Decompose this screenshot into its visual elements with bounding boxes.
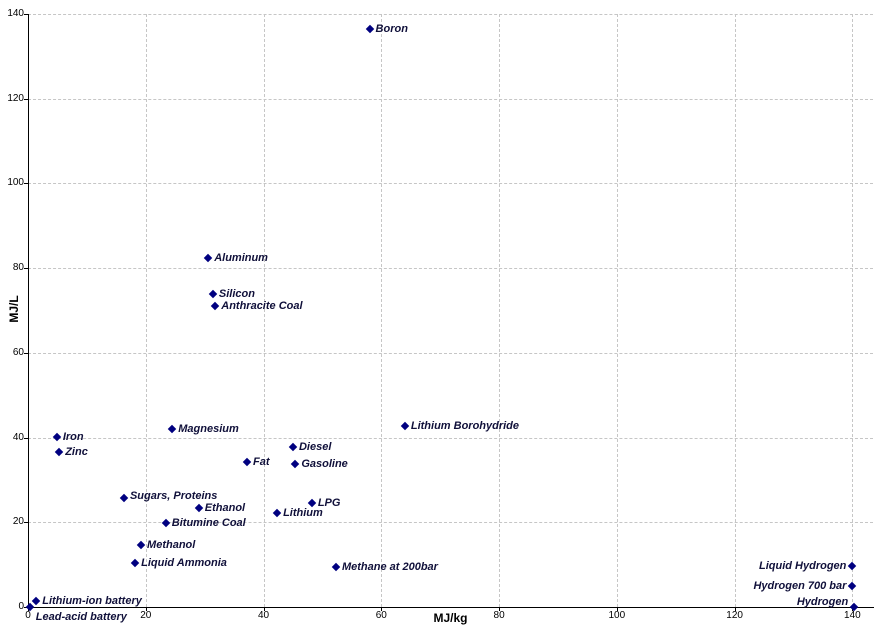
data-point-methane-at-200bar — [331, 562, 341, 572]
point-label-magnesium: Magnesium — [178, 423, 239, 436]
point-label-lead-acid-battery: Lead-acid battery — [35, 611, 127, 623]
vertical-gridline — [263, 14, 265, 607]
data-point-lithium-ion-battery — [31, 596, 41, 606]
y-tick-label: 120 — [7, 92, 24, 104]
vertical-gridline — [852, 14, 854, 607]
y-tick-mark — [24, 98, 28, 100]
y-tick-label: 100 — [7, 177, 24, 189]
point-label-anthracite-coal: Anthracite Coal — [221, 300, 303, 313]
y-tick-mark — [24, 183, 28, 185]
x-tick-mark — [381, 607, 383, 611]
data-point-bitumine-coal — [161, 518, 171, 528]
y-tick-label: 60 — [12, 346, 24, 358]
y-tick-label: 80 — [12, 262, 24, 274]
x-tick-mark — [263, 607, 265, 611]
vertical-gridline — [734, 14, 736, 607]
data-point-lithium — [272, 508, 282, 518]
horizontal-gridline — [28, 98, 873, 100]
data-point-zinc — [54, 447, 64, 457]
point-label-iron: Iron — [62, 430, 84, 443]
data-point-silicon — [208, 289, 218, 298]
point-label-gasoline: Gasoline — [301, 457, 348, 470]
x-tick-mark — [499, 607, 501, 611]
data-point-hydrogen-700-bar — [848, 581, 857, 591]
data-point-fat — [242, 457, 252, 467]
data-point-aluminum — [203, 253, 213, 262]
point-label-lithium-borohydride: Lithium Borohydride — [410, 420, 520, 433]
point-label-lpg: LPG — [317, 496, 341, 509]
data-point-iron — [52, 432, 62, 441]
point-label-hydrogen-700-bar: Hydrogen 700 bar — [753, 579, 847, 592]
y-axis-line — [28, 14, 29, 608]
point-label-boron: Boron — [375, 22, 408, 35]
x-tick-label: 100 — [608, 610, 626, 621]
data-point-liquid-ammonia — [130, 558, 140, 568]
point-label-methanol: Methanol — [147, 539, 196, 552]
vertical-gridline — [499, 14, 501, 607]
y-tick-label: 0 — [18, 601, 24, 612]
data-point-methanol — [136, 540, 146, 550]
point-label-bitumine-coal: Bitumine Coal — [171, 517, 246, 530]
point-label-diesel: Diesel — [298, 440, 332, 453]
point-label-fat: Fat — [253, 456, 270, 469]
point-label-sugars-proteins: Sugars, Proteins — [129, 490, 218, 503]
x-tick-mark — [616, 607, 618, 611]
point-label-hydrogen: Hydrogen — [796, 596, 849, 608]
data-point-magnesium — [168, 424, 177, 434]
data-point-ethanol — [194, 503, 204, 513]
point-label-methane-at-200bar: Methane at 200bar — [341, 561, 438, 574]
point-label-liquid-hydrogen: Liquid Hydrogen — [759, 559, 847, 572]
vertical-gridline — [616, 14, 618, 607]
x-tick-label: 0 — [25, 610, 31, 621]
x-tick-mark — [734, 607, 736, 611]
point-label-lithium: Lithium — [283, 506, 323, 519]
horizontal-gridline — [28, 268, 873, 270]
x-tick-label: 120 — [726, 610, 743, 621]
point-label-aluminum: Aluminum — [214, 251, 268, 264]
data-point-anthracite-coal — [211, 302, 220, 311]
vertical-gridline — [145, 14, 147, 607]
horizontal-gridline — [28, 522, 873, 524]
point-label-lithium-ion-battery: Lithium-ion battery — [42, 595, 142, 608]
y-tick-label: 140 — [7, 8, 24, 19]
y-tick-mark — [24, 437, 28, 439]
data-point-lithium-borohydride — [400, 421, 410, 431]
y-tick-mark — [24, 522, 28, 524]
horizontal-gridline — [28, 352, 873, 354]
data-point-liquid-hydrogen — [848, 561, 857, 571]
horizontal-gridline — [28, 183, 873, 185]
x-axis-title: MJ/kg — [433, 611, 468, 625]
y-tick-mark — [24, 352, 28, 354]
horizontal-gridline — [28, 437, 873, 439]
x-tick-mark — [145, 607, 147, 611]
point-label-ethanol: Ethanol — [204, 501, 246, 514]
x-tick-label: 20 — [140, 610, 152, 621]
data-point-sugars-proteins — [119, 493, 129, 503]
x-tick-label: 80 — [493, 610, 505, 621]
data-point-diesel — [288, 442, 298, 452]
y-tick-mark — [24, 14, 28, 15]
x-tick-label: 40 — [257, 610, 270, 621]
y-axis-title: MJ/L — [7, 295, 21, 323]
y-tick-label: 40 — [12, 431, 24, 443]
x-tick-label: 140 — [844, 610, 861, 621]
x-axis-line — [28, 607, 874, 608]
data-point-boron — [365, 24, 374, 34]
vertical-gridline — [381, 14, 383, 607]
point-label-zinc: Zinc — [65, 445, 88, 458]
y-tick-label: 20 — [12, 516, 24, 528]
horizontal-gridline — [28, 14, 873, 15]
point-label-silicon: Silicon — [218, 287, 255, 300]
y-tick-mark — [24, 268, 28, 270]
data-point-gasoline — [291, 459, 300, 469]
x-tick-label: 60 — [375, 610, 387, 621]
point-label-liquid-ammonia: Liquid Ammonia — [141, 556, 227, 569]
